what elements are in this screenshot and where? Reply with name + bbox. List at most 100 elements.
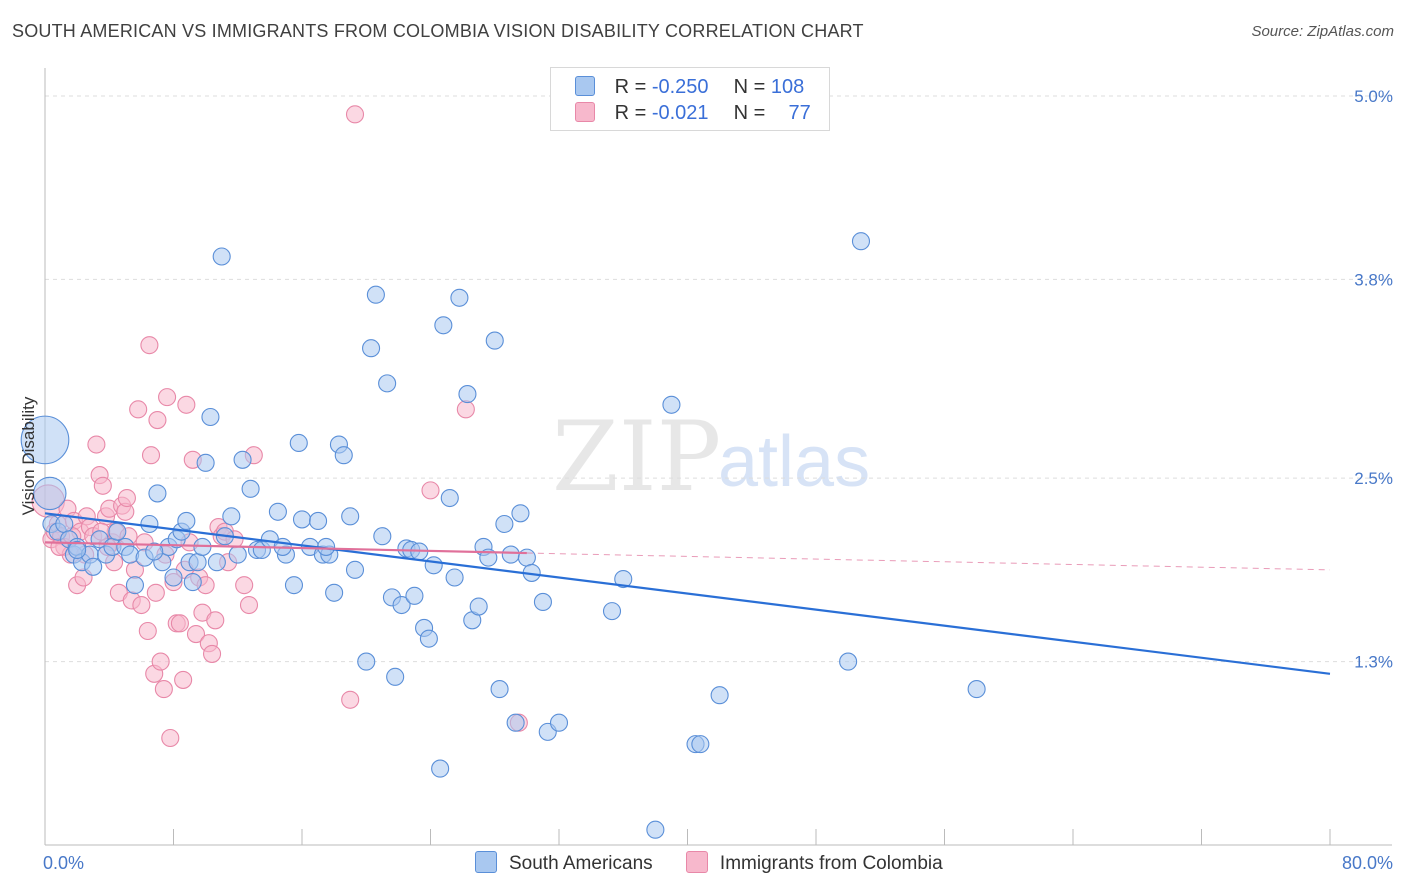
pink-point xyxy=(140,336,159,355)
y-axis-title: Vision Disability xyxy=(19,396,38,515)
blue-point xyxy=(241,479,260,498)
blue-point xyxy=(345,560,365,579)
blue-point xyxy=(148,484,167,503)
blue-point xyxy=(84,557,103,576)
pink-point xyxy=(87,435,106,454)
watermark-zip: ZIP xyxy=(552,401,721,513)
blue-point xyxy=(292,510,312,529)
pink-point xyxy=(456,400,475,419)
pink-swatch-icon xyxy=(685,851,708,873)
blue-point xyxy=(341,507,360,526)
legend-r-label: R = xyxy=(614,102,647,124)
blue-point xyxy=(20,415,70,465)
blue-point xyxy=(691,735,710,754)
blue-point xyxy=(485,331,504,350)
pink-point xyxy=(141,446,161,465)
series-legend: South Americans Immigrants from Colombia xyxy=(475,851,971,875)
y-tick-label: 1.3% xyxy=(1354,653,1393,672)
blue-point xyxy=(386,667,405,686)
blue-point xyxy=(450,288,469,307)
y-tick-label: 5.0% xyxy=(1354,87,1393,106)
pink-point xyxy=(161,728,180,748)
blue-point xyxy=(207,553,226,572)
pink-point xyxy=(148,411,167,430)
blue-point xyxy=(434,316,453,335)
pink-point xyxy=(203,644,222,663)
blue-point xyxy=(431,759,450,778)
blue-point xyxy=(392,595,411,615)
blue-point xyxy=(268,502,287,521)
blue-point xyxy=(710,686,729,705)
blue-point xyxy=(177,511,196,530)
legend-item-label: South Americans xyxy=(509,853,653,874)
blue-point xyxy=(188,553,207,572)
legend-row-pink: R = -0.021 N = 77 xyxy=(575,102,811,125)
pink-point xyxy=(158,388,177,407)
blue-point xyxy=(362,339,381,358)
blue-point xyxy=(533,592,552,612)
legend-n-label: N = xyxy=(733,76,766,98)
pink-point xyxy=(421,481,440,500)
legend-item-colombia[interactable]: Immigrants from Colombia xyxy=(685,851,943,875)
blue-point xyxy=(325,583,344,602)
blue-point xyxy=(357,652,376,671)
x-tick-label: 80.0% xyxy=(1342,853,1393,873)
blue-point xyxy=(662,395,681,414)
legend-n-value: 108 xyxy=(770,76,805,98)
pink-point xyxy=(177,395,196,414)
blue-point xyxy=(495,514,514,534)
pink-point xyxy=(138,621,157,641)
pink-point xyxy=(151,652,170,671)
blue-point xyxy=(334,446,353,465)
pink-point xyxy=(132,595,151,615)
blue-point xyxy=(405,586,424,605)
pink-point xyxy=(186,625,206,644)
blue-point xyxy=(309,511,328,530)
blue-point xyxy=(164,568,183,587)
pink-point xyxy=(129,400,148,419)
pink-trendline xyxy=(44,541,527,555)
blue-point xyxy=(201,407,220,427)
blue-swatch-icon xyxy=(575,76,595,96)
blue-point xyxy=(108,522,127,541)
axis-labels: 1.3% 2.5% 3.8% 5.0% 0.0% 80.0% Vision Disabili… xyxy=(19,87,1393,873)
blue-point xyxy=(440,488,459,508)
pink-trendline-extension xyxy=(526,552,1331,571)
blue-series xyxy=(20,232,986,839)
blue-point xyxy=(366,285,385,304)
blue-point xyxy=(228,545,247,564)
blue-point xyxy=(549,713,569,732)
correlation-legend: R = -0.250 N = 108 R = -0.021 N = 77 xyxy=(550,67,830,131)
blue-point xyxy=(289,433,308,453)
legend-item-south-americans[interactable]: South Americans xyxy=(475,851,653,875)
blue-point xyxy=(506,713,525,732)
blue-point xyxy=(839,652,858,671)
y-tick-label: 2.5% xyxy=(1354,469,1393,488)
chart-title: SOUTH AMERICAN VS IMMIGRANTS FROM COLOMB… xyxy=(12,21,864,41)
blue-point xyxy=(284,576,304,595)
pink-point xyxy=(93,476,112,495)
pink-point xyxy=(146,583,165,602)
blue-point xyxy=(196,453,215,472)
pink-point xyxy=(341,690,360,709)
blue-point xyxy=(212,247,231,266)
blue-point xyxy=(222,507,241,526)
gridlines xyxy=(45,95,1392,663)
pink-series xyxy=(31,105,528,748)
legend-r-value: -0.021 xyxy=(651,102,709,124)
blue-point xyxy=(469,597,488,616)
pink-point xyxy=(235,576,254,595)
blue-point xyxy=(33,476,67,511)
legend-n-value: 77 xyxy=(788,102,811,124)
pink-point xyxy=(117,488,136,508)
source-label: Source: ZipAtlas.com xyxy=(1251,23,1394,40)
pink-swatch-icon xyxy=(575,102,595,122)
x-tick-label: 0.0% xyxy=(43,853,84,873)
legend-row-blue: R = -0.250 N = 108 xyxy=(575,76,804,99)
blue-point xyxy=(501,545,520,564)
blue-point xyxy=(55,514,74,534)
trendlines xyxy=(44,512,1331,675)
blue-swatch-icon xyxy=(475,851,497,873)
blue-point xyxy=(68,540,87,560)
